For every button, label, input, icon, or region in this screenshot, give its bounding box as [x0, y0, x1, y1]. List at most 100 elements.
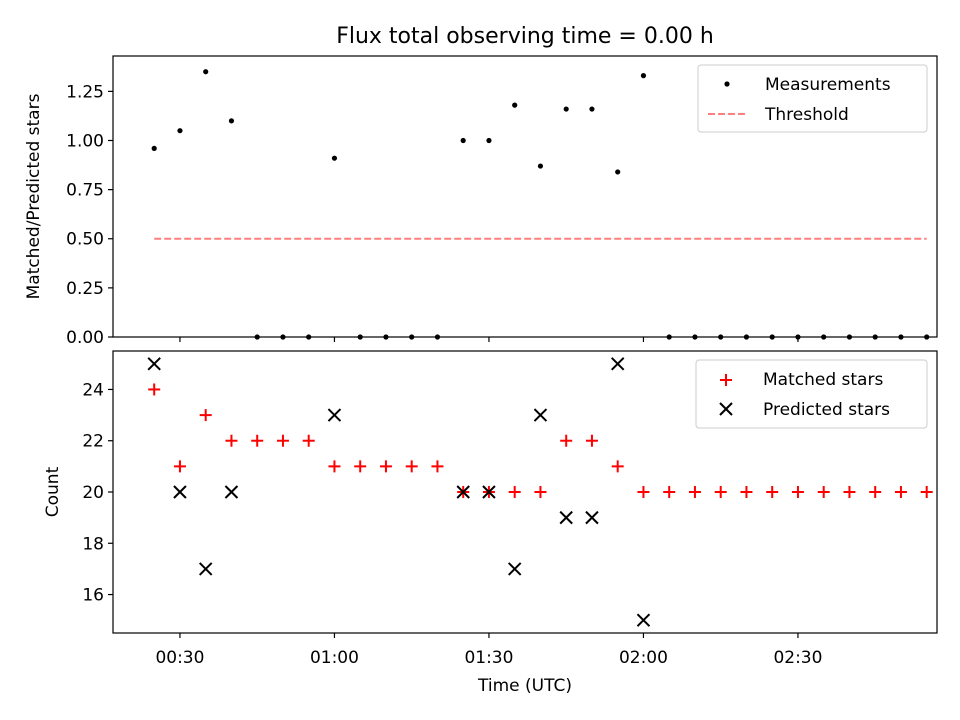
legend-matched-label: Matched stars	[763, 370, 883, 390]
measurement-point	[280, 334, 286, 340]
predicted-stars-point	[559, 510, 573, 525]
matched-stars-point	[199, 409, 212, 422]
measurement-point	[846, 334, 853, 340]
matched-stars-point	[276, 434, 289, 447]
matched-stars-point	[766, 486, 779, 498]
measurement-point	[151, 145, 157, 151]
matched-stars-point	[920, 486, 933, 498]
y-tick-label: 24	[82, 380, 104, 400]
figure-title: Flux total observing time = 0.00 h	[336, 24, 714, 49]
matched-stars-point	[534, 486, 547, 498]
predicted-stars-point	[147, 357, 161, 371]
measurement-point	[306, 334, 312, 340]
legend-threshold-label: Threshold	[764, 105, 849, 125]
measurement-point	[512, 102, 518, 108]
bottom-panel-legend: Matched stars Predicted stars	[695, 359, 928, 429]
bottom-panel-x-ticks: 00:30 01:00 01:30 02:00 02:30	[155, 633, 822, 668]
predicted-stars-point	[224, 485, 239, 499]
matched-stars-point	[251, 434, 264, 447]
measurement-point	[640, 73, 647, 79]
matched-stars-point	[148, 383, 161, 396]
x-tick-label: 02:30	[773, 648, 822, 668]
y-tick-label: 0.00	[66, 328, 104, 348]
matched-stars-point	[791, 486, 804, 498]
predicted-stars-point	[327, 408, 342, 422]
y-tick-label: 22	[82, 432, 104, 452]
predicted-stars-point	[636, 613, 651, 627]
measurement-point	[898, 334, 904, 340]
predicted-stars-point	[456, 485, 470, 499]
predicted-stars-point	[533, 408, 548, 422]
matched-stars-point	[740, 486, 753, 498]
matched-stars-point	[405, 460, 418, 473]
legend-measurements-swatch	[724, 81, 730, 87]
y-tick-label: 1.25	[66, 82, 104, 102]
matched-stars-point	[302, 434, 315, 447]
predicted-stars-point	[173, 485, 187, 499]
legend-predicted-swatch	[719, 402, 733, 416]
bottom-panel-y-ticks: 16 18 20 22 24	[82, 380, 113, 606]
top-panel-x-ticks	[179, 337, 799, 342]
measurement-point	[177, 128, 183, 134]
matched-stars-point	[843, 486, 856, 498]
measurement-point	[563, 106, 569, 112]
matched-stars-point	[354, 460, 367, 473]
x-tick-label: 01:30	[464, 648, 513, 668]
matched-stars-point	[869, 486, 882, 498]
legend-measurements-label: Measurements	[765, 75, 891, 95]
predicted-stars-point	[198, 562, 213, 576]
matched-stars-point	[817, 486, 830, 498]
measurement-point	[383, 334, 389, 340]
bottom-panel-x-label: Time (UTC)	[477, 676, 572, 696]
predicted-stars-point	[585, 510, 599, 525]
top-panel-legend: Measurements Threshold	[697, 64, 928, 133]
predicted-stars-point	[507, 562, 522, 576]
matched-stars-point	[611, 460, 624, 473]
measurement-point	[615, 169, 621, 175]
measurement-point	[357, 334, 363, 340]
matched-stars-point	[688, 486, 701, 498]
matched-stars-point	[431, 460, 444, 473]
measurement-point	[537, 163, 544, 169]
matched-stars-point	[637, 486, 650, 498]
legend-matched-swatch	[720, 374, 732, 386]
measurement-point	[228, 118, 235, 124]
measurement-point	[434, 334, 441, 340]
y-tick-label: 0.75	[66, 181, 104, 201]
y-tick-label: 0.50	[66, 230, 104, 250]
measurement-point	[666, 334, 672, 340]
matched-stars-point	[714, 486, 727, 498]
matched-stars-point	[663, 486, 676, 498]
x-tick-label: 00:30	[155, 648, 204, 668]
matched-stars-point	[560, 434, 573, 447]
matched-stars-point	[225, 434, 238, 447]
measurement-point	[254, 334, 260, 340]
matched-stars-point	[173, 460, 186, 473]
measurement-point	[769, 334, 775, 340]
top-panel: 0.00 0.25 0.50 0.75 1.00 1.25 Matched/Predict…	[24, 55, 938, 348]
bottom-panel-marks	[147, 357, 933, 627]
measurement-point	[692, 334, 698, 340]
measurement-point	[203, 69, 209, 75]
measurement-point	[409, 334, 415, 340]
matched-stars-point	[328, 460, 341, 473]
measurement-point	[924, 334, 930, 340]
matched-stars-point	[508, 486, 521, 498]
measurement-point	[589, 106, 595, 112]
y-tick-label: 18	[82, 534, 104, 554]
measurement-point	[821, 334, 827, 340]
top-panel-y-label: Matched/Predicted stars	[24, 93, 44, 299]
measurement-point	[486, 137, 492, 144]
y-tick-label: 20	[82, 483, 104, 503]
bottom-panel-y-label: Count	[43, 466, 63, 517]
measurement-point	[718, 334, 724, 340]
measurement-point	[331, 155, 338, 161]
top-panel-marks	[151, 69, 930, 340]
y-tick-label: 16	[82, 586, 104, 606]
bottom-panel-legend-box	[695, 359, 928, 429]
measurement-point	[795, 334, 801, 340]
matched-stars-point	[585, 434, 598, 447]
predicted-stars-point	[610, 357, 625, 371]
x-tick-label: 02:00	[619, 648, 668, 668]
